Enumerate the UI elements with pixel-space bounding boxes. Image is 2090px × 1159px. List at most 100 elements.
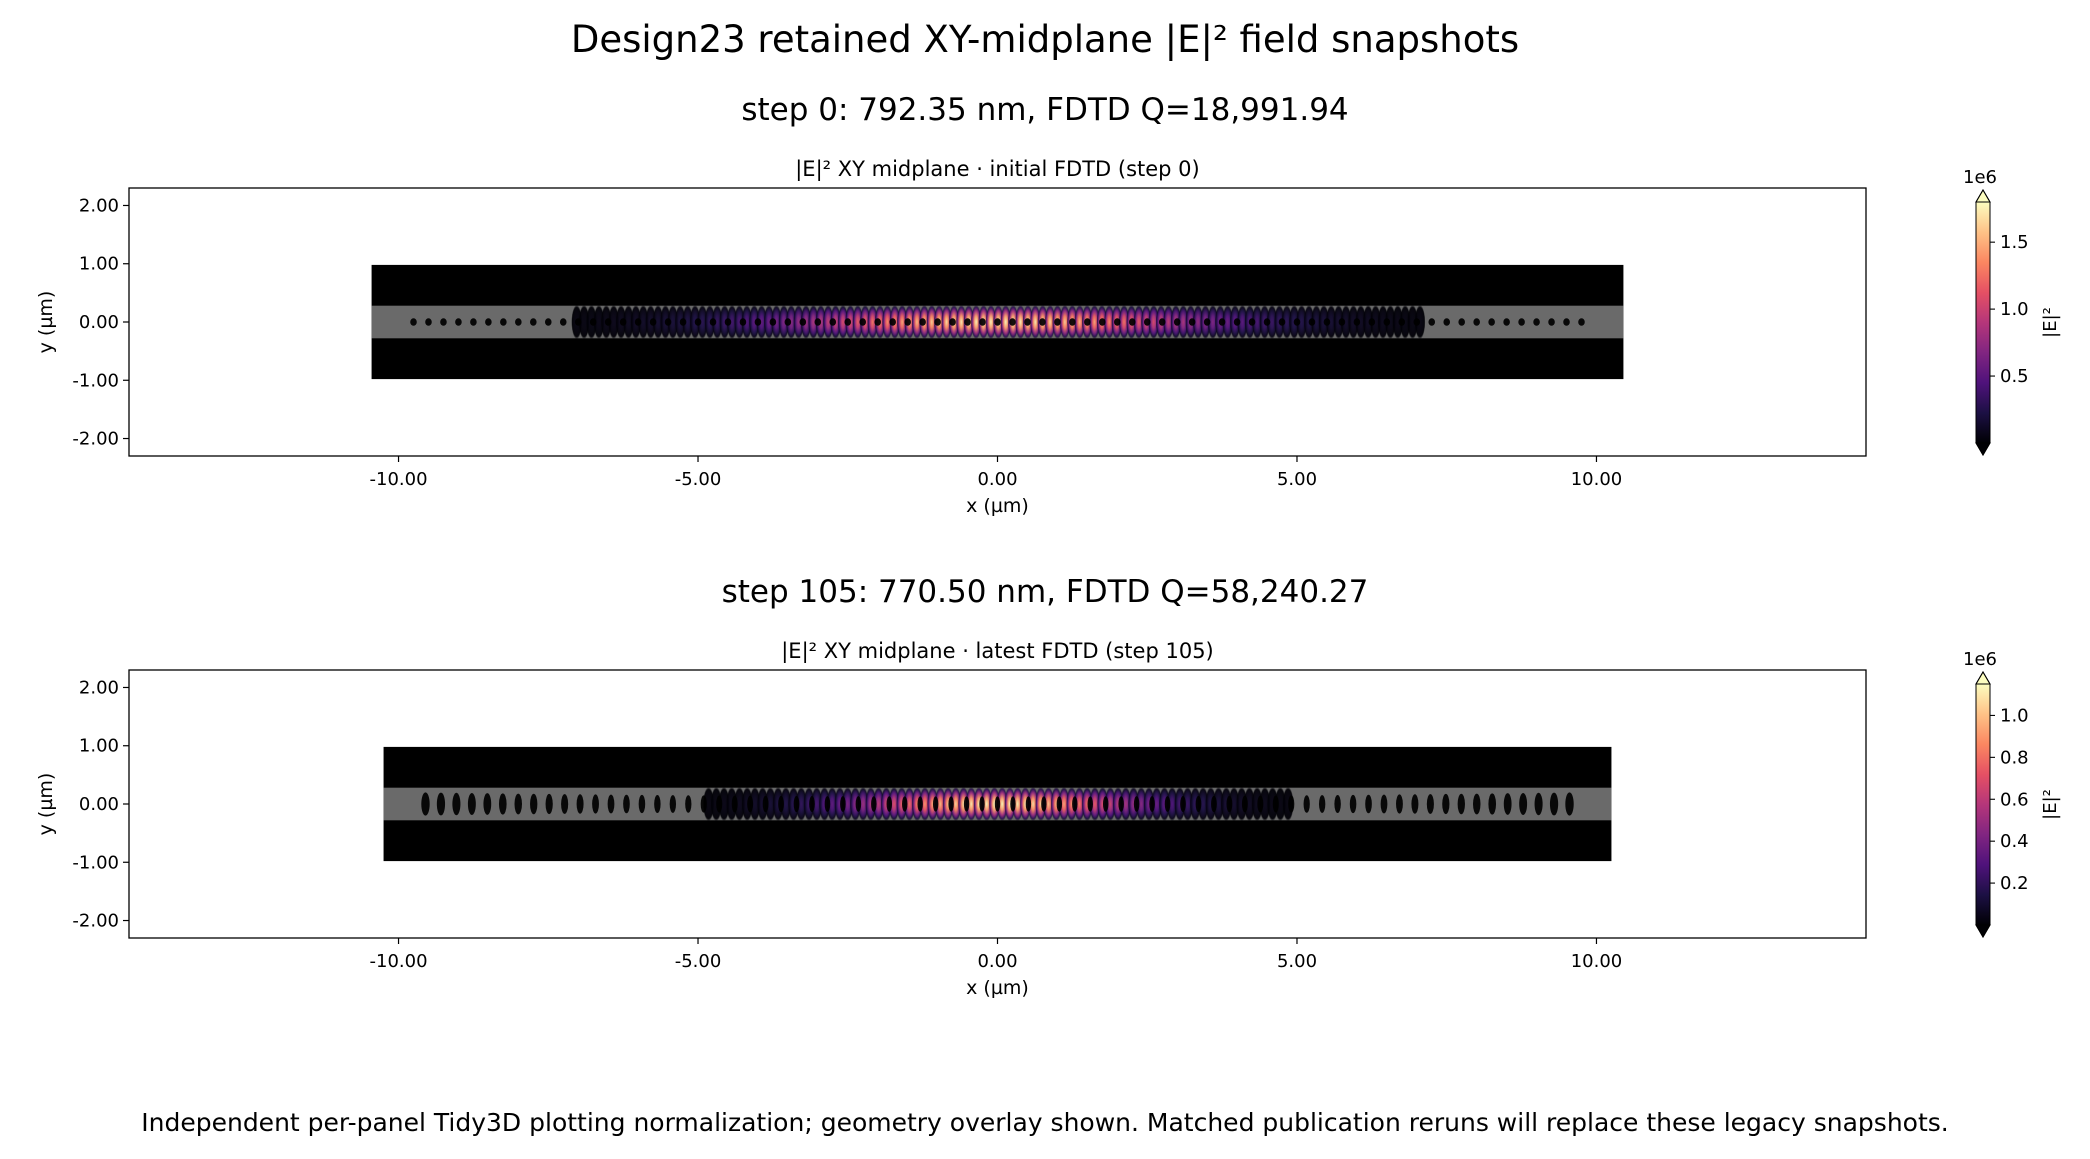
hole (1563, 318, 1570, 326)
panel-2-subtitle: step 105: 770.50 nm, FDTD Q=58,240.27 (721, 574, 1369, 610)
colorbar-extend-min (1975, 924, 1991, 938)
hole (574, 318, 582, 326)
hole (1578, 318, 1585, 326)
field-lobe (882, 304, 893, 340)
field-lobe (733, 786, 746, 822)
field-lobe (1133, 304, 1145, 340)
field-lobe (1148, 304, 1160, 340)
hole (1338, 318, 1346, 326)
x-tick-label: 5.00 (1277, 951, 1317, 972)
field-lobe (652, 304, 664, 340)
hole (1503, 793, 1512, 815)
x-tick-label: 0.00 (977, 951, 1017, 972)
field-lobe (1104, 786, 1116, 822)
hole (731, 795, 738, 813)
hole (1518, 318, 1525, 326)
colorbar-tick-label: 0.6 (2000, 789, 2029, 810)
field-lobe (1407, 304, 1418, 340)
field-lobe (1103, 304, 1115, 340)
field-lobe (826, 786, 838, 822)
field-lobe (842, 786, 854, 822)
field-lobe (748, 304, 760, 340)
field-lobe (1027, 786, 1039, 822)
hole (747, 795, 754, 813)
hole (1102, 796, 1109, 812)
field-lobe (756, 304, 767, 340)
field-lobe (1182, 786, 1194, 822)
hole (1488, 793, 1497, 815)
field-lobe (726, 304, 738, 340)
field-lobe (1192, 304, 1204, 340)
field-lobe (973, 786, 985, 822)
hole (814, 318, 822, 326)
y-tick-label: 0.00 (79, 312, 119, 333)
field-lobe (911, 304, 923, 340)
y-tick-label: 1.00 (79, 254, 119, 275)
hole (436, 792, 446, 816)
hole (694, 318, 702, 326)
hole (994, 796, 1001, 812)
field-lobe (919, 786, 931, 822)
field-lobe (1370, 304, 1381, 340)
hole (634, 318, 642, 326)
y-tick-label: 2.00 (79, 677, 119, 698)
field-lobe (757, 786, 769, 822)
hole (886, 796, 893, 812)
hole (1164, 796, 1171, 812)
field-lobe (1340, 304, 1352, 340)
field-lobe (880, 786, 892, 822)
hole (994, 318, 1001, 326)
field-lobe (1151, 786, 1163, 822)
hole (1158, 318, 1166, 326)
hole (871, 796, 877, 812)
field-lobe (1237, 304, 1248, 340)
field-lobe (780, 786, 792, 822)
field-lobe (1174, 786, 1186, 822)
field-lobe (1135, 786, 1147, 822)
field-lobe (718, 786, 730, 822)
hole (1128, 318, 1136, 326)
x-tick-label: 10.00 (1571, 951, 1623, 972)
field-lobe (1266, 304, 1278, 340)
field-lobe (1081, 786, 1093, 822)
field-lobe (1222, 304, 1233, 340)
field-lobe (1399, 304, 1411, 340)
hole (1349, 794, 1357, 814)
field-lobe (1274, 786, 1286, 822)
field-lobe (1058, 786, 1070, 822)
hole (1039, 318, 1046, 326)
field-lobe (608, 304, 620, 340)
field-lobe (1189, 786, 1201, 822)
field-lobe (1089, 786, 1101, 822)
field-lobe (1073, 786, 1086, 822)
field-lobe (950, 786, 962, 822)
hole (421, 792, 430, 816)
hole (1442, 793, 1450, 815)
hole (1411, 794, 1419, 814)
hole (716, 795, 723, 813)
field-lobe (1259, 786, 1271, 822)
field-lobe (970, 304, 982, 340)
panel-title: |E|² XY midplane · initial FDTD (step 0) (795, 157, 1200, 182)
hole (1025, 796, 1032, 812)
hole (440, 318, 447, 326)
y-tick-label: 2.00 (79, 195, 119, 216)
hole (1519, 792, 1528, 816)
hole (1263, 318, 1271, 326)
field-intensity (702, 786, 1294, 822)
panel-2: -10.00 -5.00 0.00 5.00 10.00 2.00 1.00 0.00 -1.0… (35, 639, 2061, 999)
field-lobe (837, 304, 849, 340)
y-tick-label: -2.00 (72, 911, 119, 932)
field-lobe (1000, 304, 1012, 340)
hole (1534, 792, 1543, 816)
field-lobe (785, 304, 797, 340)
field-lobe (1392, 304, 1404, 340)
hole (1334, 794, 1341, 814)
field-lobe (1166, 786, 1178, 822)
hole (623, 794, 630, 814)
field-lobe (888, 786, 900, 822)
hole (544, 318, 552, 326)
hole (1180, 795, 1186, 813)
hole (515, 318, 522, 326)
